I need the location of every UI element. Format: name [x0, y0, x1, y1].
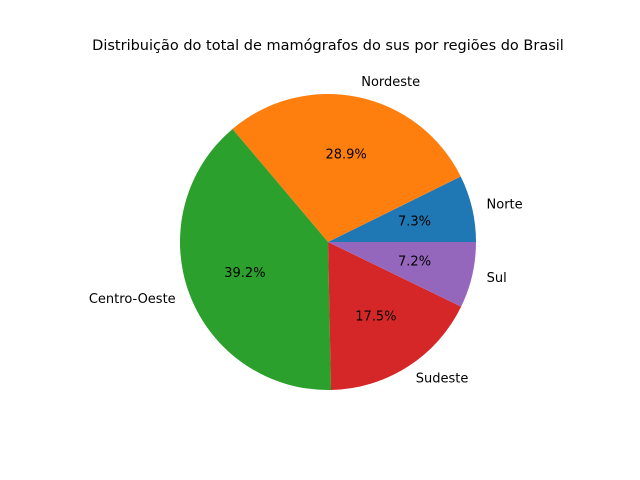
slice-label-sul: Sul	[487, 271, 507, 286]
slice-percent-sul: 7.2%	[398, 254, 431, 269]
slice-percent-centro-oeste: 39.2%	[224, 266, 265, 281]
pie-slice-centro-oeste	[180, 128, 332, 390]
pie-slices	[180, 94, 476, 390]
slice-percent-sudeste: 17.5%	[355, 309, 396, 324]
pie-slice-norte	[328, 176, 476, 242]
slice-percent-norte: 7.3%	[398, 214, 431, 229]
slice-label-nordeste: Nordeste	[361, 75, 420, 90]
pie-slice-sudeste	[328, 242, 462, 390]
chart-title: Distribuição do total de mamógrafos do s…	[92, 38, 564, 54]
slice-percent-nordeste: 28.9%	[325, 148, 366, 163]
slice-label-sudeste: Sudeste	[416, 372, 469, 387]
pie-labels: Norte 7.3% Nordeste 28.9% Centro-Oeste 39.2% S…	[89, 75, 523, 386]
slice-label-norte: Norte	[487, 198, 523, 213]
pie-slice-sul	[328, 242, 476, 307]
slice-label-centro-oeste: Centro-Oeste	[89, 292, 176, 307]
pie-slice-nordeste	[232, 94, 461, 242]
